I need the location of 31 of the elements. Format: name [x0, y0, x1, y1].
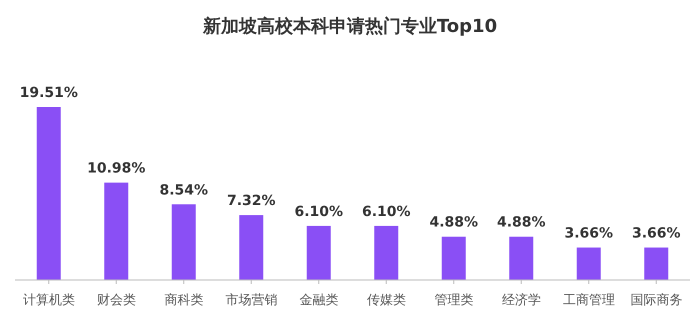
data-label: 8.54%: [159, 182, 208, 198]
x-tick-label: 财会类: [96, 293, 136, 308]
x-tick-label: 经济学: [502, 293, 541, 308]
bar: [306, 226, 331, 280]
data-label: 3.66%: [632, 226, 681, 242]
data-label: 6.10%: [362, 204, 411, 220]
data-label: 10.98%: [87, 160, 146, 177]
x-tick-label: 国际商务: [630, 293, 682, 308]
chart-title: 新加坡高校本科申请热门专业Top10: [202, 16, 498, 37]
bar: [104, 182, 128, 280]
x-tick-label: 传媒类: [366, 293, 406, 308]
data-label: 4.88%: [496, 214, 546, 231]
data-label: 4.88%: [429, 214, 478, 231]
data-label: 3.66%: [564, 226, 614, 242]
x-tick-label: 金融类: [299, 293, 338, 308]
bar: [509, 236, 534, 280]
bar: [374, 226, 398, 280]
x-tick-label: 市场营销: [225, 293, 278, 308]
x-tick-label: 工商管理: [562, 293, 615, 308]
bar: [576, 248, 601, 280]
data-label: 6.10%: [294, 204, 344, 220]
bar: [172, 204, 196, 280]
bar: [442, 236, 466, 280]
data-label: 7.32%: [226, 193, 276, 210]
x-tick-label: 商科类: [164, 293, 204, 308]
x-tick-label: 计算机类: [22, 293, 75, 308]
bar: [239, 215, 264, 280]
bar: [36, 107, 61, 280]
bar: [644, 248, 668, 280]
x-tick-label: 管理类: [434, 293, 474, 308]
data-label: 19.51%: [20, 85, 78, 101]
